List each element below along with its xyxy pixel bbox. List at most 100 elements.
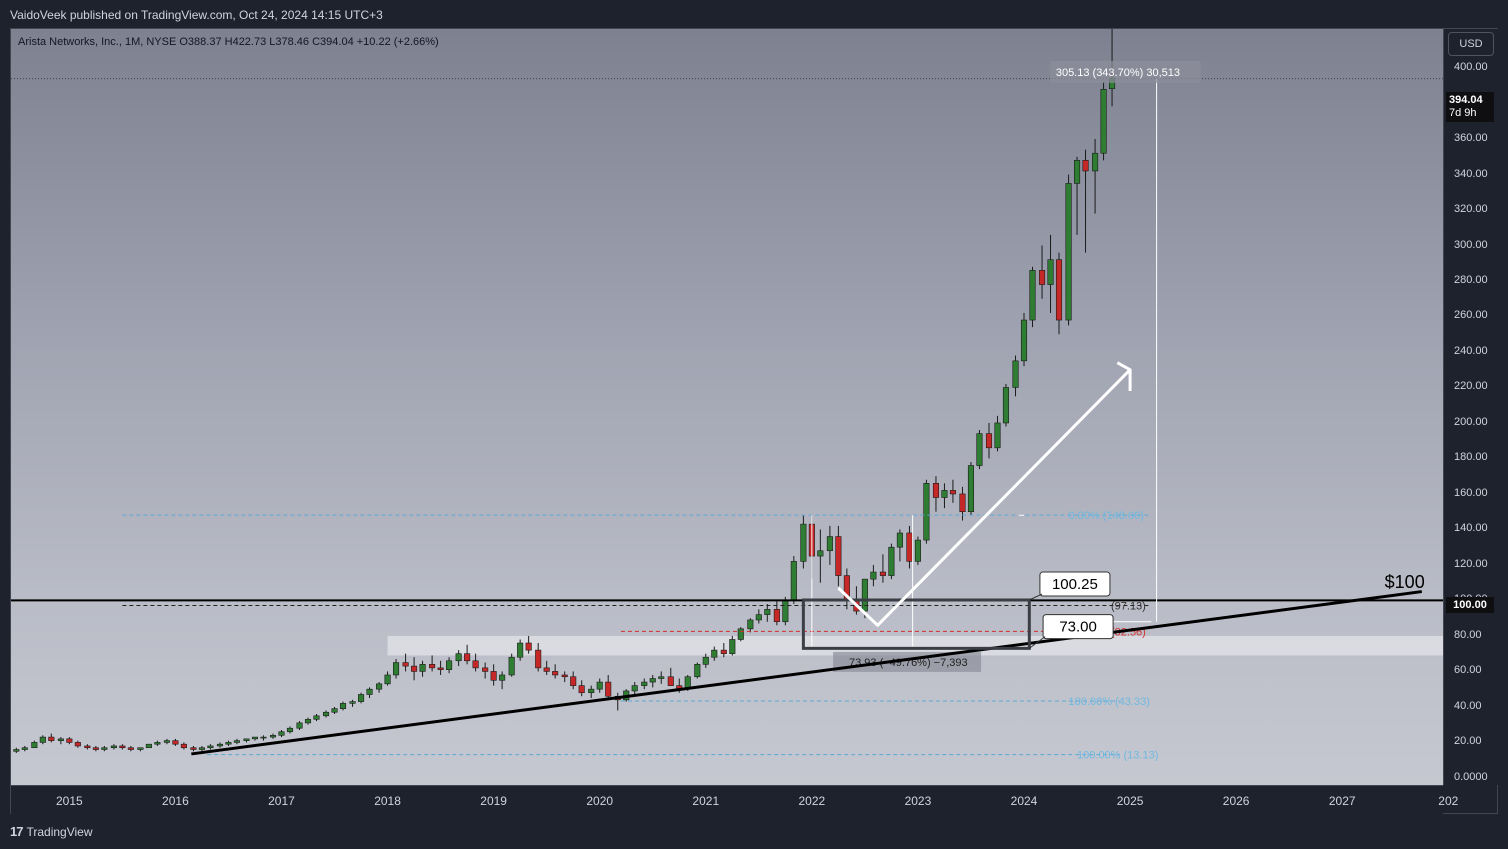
candle-body (48, 736, 55, 741)
x-tick-label: 2021 (692, 794, 720, 808)
candle-body (437, 667, 444, 670)
candle-body (1020, 319, 1028, 362)
support-zone (387, 635, 1443, 656)
candle-body (216, 743, 224, 747)
candle-body (243, 738, 250, 741)
x-tick-label: 2026 (1222, 794, 1250, 808)
currency-button[interactable]: USD (1448, 32, 1494, 56)
tradingview-mark-icon: 17 (10, 824, 24, 839)
y-tick-label: 160.00 (1454, 486, 1488, 499)
candle-body (411, 665, 418, 672)
candle-body (835, 536, 842, 576)
candle-body (482, 667, 489, 672)
last-price-tag: 394.04 7d 9h (1446, 92, 1494, 122)
candle-body (296, 722, 303, 729)
candle-body (1002, 387, 1010, 424)
x-tick-label: 2025 (1116, 794, 1144, 808)
candle-body (119, 745, 126, 749)
trendline (191, 590, 1422, 756)
y-tick-label: 120.00 (1454, 557, 1488, 570)
candle-body (764, 609, 771, 615)
candle-body (1100, 89, 1107, 154)
y-tick-label: 220.00 (1454, 380, 1488, 393)
candle-body (207, 745, 214, 749)
candle-body (376, 683, 383, 690)
callout-high-pointer (1029, 593, 1043, 601)
y-tick-label: 180.00 (1454, 451, 1488, 464)
candle-body (233, 740, 240, 743)
candle-body (976, 433, 983, 466)
candle-body (39, 736, 46, 743)
candle-body (517, 642, 524, 658)
candle-body (535, 649, 542, 669)
candle-body (932, 483, 940, 498)
y-tick-label: 80.00 (1454, 628, 1482, 641)
candle-body (588, 688, 595, 694)
symbol-legend: Arista Networks, Inc., 1M, NYSE O388.37 … (18, 36, 439, 48)
x-tick-label: 2018 (374, 794, 401, 808)
candle-body (737, 628, 744, 640)
candle-body (631, 685, 638, 692)
y-tick-label: 60.00 (1454, 664, 1482, 677)
y-tick-label: 20.00 (1454, 735, 1482, 748)
candle-body (455, 653, 462, 662)
candle-body (490, 671, 497, 681)
time-axis[interactable]: 2015 2016 2017 2018 2019 2020 2021 2022 2023 2024… (11, 785, 1458, 814)
candle-body (92, 747, 99, 750)
y-tick-label: 0.0000 (1454, 770, 1488, 783)
candle-body (66, 738, 73, 743)
y-tick-label: 300.00 (1454, 238, 1488, 251)
x-tick-label: 2023 (904, 794, 932, 808)
candle-body (304, 719, 312, 724)
tradingview-logo[interactable]: 17 TradingView (10, 824, 93, 839)
candle-body (1029, 270, 1036, 321)
candle-body (508, 656, 515, 676)
candle-body (464, 653, 471, 662)
x-tick-label: 2027 (1328, 794, 1356, 808)
bar-countdown: 7d 9h (1449, 107, 1477, 119)
y-tick-label: 200.00 (1454, 415, 1488, 428)
candle-body (339, 703, 347, 709)
candle-body (84, 745, 91, 749)
callout-low-box (1042, 614, 1114, 640)
callout-high-label: 100.25 (1052, 576, 1098, 593)
candle-body (110, 745, 117, 749)
candle-body (605, 681, 612, 697)
candle-body (896, 532, 903, 548)
candle-body (914, 539, 921, 562)
publish-header: VaidoVeek published on TradingView.com, … (0, 0, 1508, 28)
candle-body (658, 676, 665, 679)
candle-body (172, 740, 179, 745)
candle-body (278, 731, 285, 736)
price-axis[interactable]: 0.0000 20.00 40.00 60.00 80.00 100.00 120.00 14… (1443, 29, 1498, 785)
consolidation-box (801, 598, 1031, 650)
callout-low-pointer (1029, 636, 1046, 649)
candle-body (959, 493, 966, 513)
fib-label-top: 0.00% (148.06) (1069, 510, 1144, 522)
candle-body (13, 749, 20, 752)
candle-body (180, 743, 187, 749)
fib-label-97: (97.13) (1111, 601, 1146, 613)
candle-body (225, 742, 232, 745)
candle-body (31, 742, 38, 749)
candle-body (74, 742, 81, 747)
candle-body (1038, 270, 1046, 285)
candle-body (358, 694, 365, 702)
plot-area[interactable]: 0.00% (148.06) 100.00% (43.33) 100.00% (13… (11, 29, 1443, 785)
candle-body (145, 743, 152, 749)
callout-low-label: 73.00 (1059, 619, 1097, 636)
candle-body (21, 747, 28, 750)
candle-body (137, 747, 144, 750)
candle-body (790, 561, 797, 601)
x-tick-label: 202 (1438, 794, 1459, 808)
x-tick-label: 2022 (798, 794, 826, 808)
candle-body (561, 674, 568, 678)
candle-body (1047, 259, 1054, 285)
candle-body (322, 711, 330, 717)
x-tick-label: 2024 (1010, 794, 1038, 808)
candle-body (101, 747, 108, 750)
chart-svg[interactable]: 0.00% (148.06) 100.00% (43.33) 100.00% (13… (11, 29, 1443, 785)
candle-body (923, 483, 930, 541)
candle-body (419, 664, 426, 672)
candle-body (570, 676, 577, 686)
